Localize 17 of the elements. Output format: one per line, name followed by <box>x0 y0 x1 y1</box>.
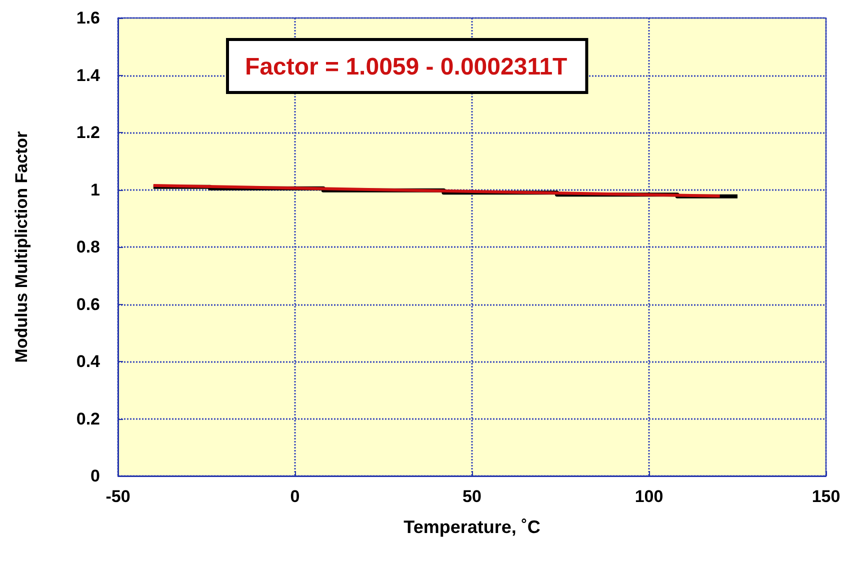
y-tick-label: 1 <box>90 180 100 200</box>
y-tick-label: 0.2 <box>76 409 100 428</box>
y-axis-title: Modulus Multipliction Factor <box>12 130 31 363</box>
annotation: Factor = 1.0059 - 0.0002311T <box>245 54 568 80</box>
x-tick-label: 150 <box>812 487 840 506</box>
x-tick-label: -50 <box>106 487 130 506</box>
y-tick-label: 1.6 <box>76 8 100 28</box>
x-axis-title: Temperature, ˚C <box>404 517 540 537</box>
x-tick-label: 0 <box>290 487 300 506</box>
y-tick-label: 0 <box>90 466 100 486</box>
y-tick-label: 0.6 <box>76 294 100 314</box>
y-tick-label: 1.4 <box>76 66 101 85</box>
y-tick-label: 0.8 <box>76 238 100 256</box>
y-tick-label: 0.4 <box>76 352 101 371</box>
x-tick-label: 50 <box>462 487 482 506</box>
x-tick-label: 100 <box>634 487 664 506</box>
y-tick-label: 1.2 <box>76 123 100 142</box>
